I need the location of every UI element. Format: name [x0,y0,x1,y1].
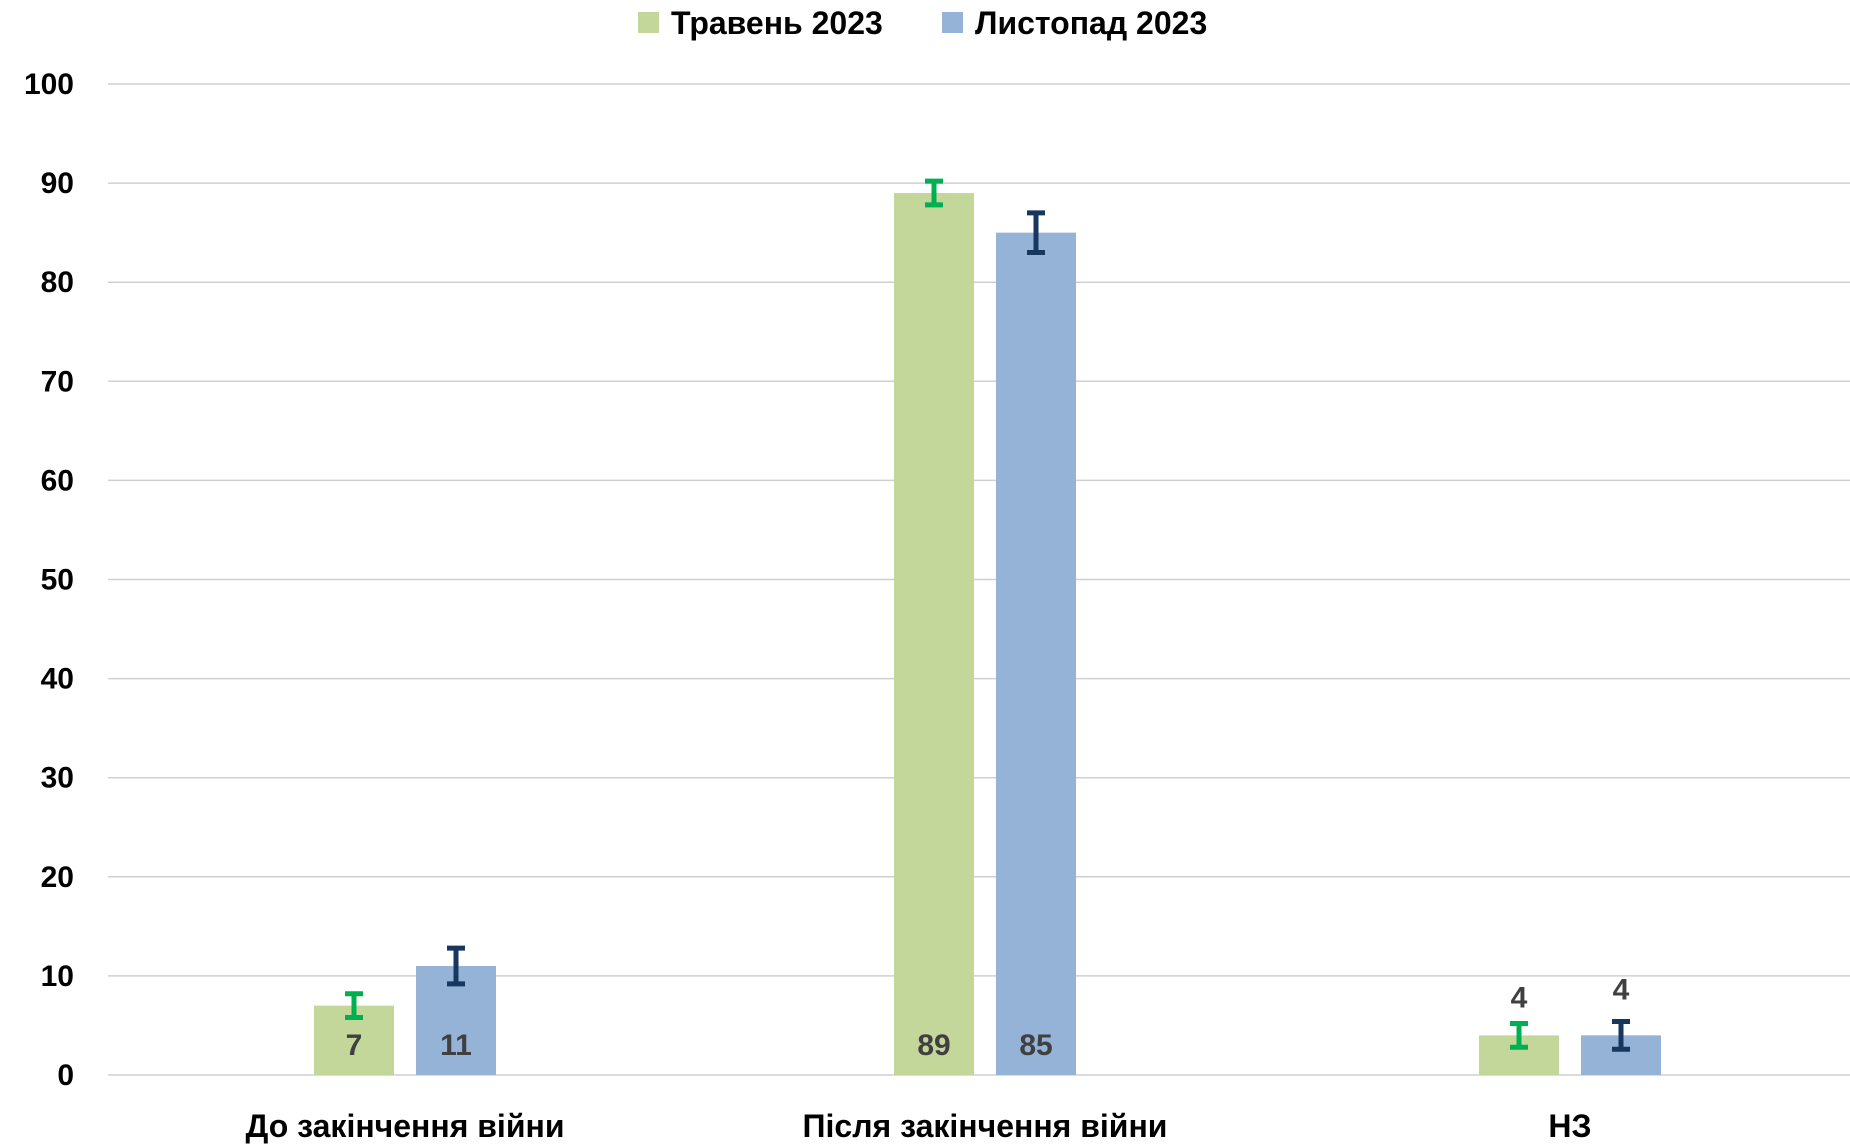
legend-label: Травень 2023 [671,5,883,41]
data-label: 89 [917,1029,950,1062]
y-tick-label: 20 [41,861,74,894]
data-label: 11 [440,1029,472,1062]
bar [894,193,974,1075]
y-tick-label: 70 [41,365,74,398]
y-tick-label: 50 [41,564,74,597]
category-label: До закінчення війни [246,1108,565,1144]
y-tick-label: 100 [24,68,74,101]
category-label: Після закінчення війни [803,1108,1168,1144]
data-label: 7 [346,1029,363,1062]
y-tick-label: 40 [41,663,74,696]
y-tick-label: 30 [41,762,74,795]
legend-swatch [942,12,963,33]
legend: Травень 2023 Листопад 2023 [638,5,1207,41]
y-tick-label: 60 [41,464,74,497]
y-tick-label: 80 [41,266,74,299]
error-bars [345,178,1630,1052]
data-label: 85 [1019,1029,1052,1062]
bars [314,193,1661,1075]
y-tick-label: 0 [57,1059,74,1092]
y-tick-label: 10 [41,960,74,993]
y-axis: 0 10 20 30 40 50 60 70 80 90 100 [24,68,74,1092]
data-label: 4 [1511,981,1528,1014]
legend-label: Листопад 2023 [975,5,1207,41]
category-label: НЗ [1548,1108,1591,1144]
data-labels: 7 89 4 11 85 4 [346,973,1630,1062]
bar [996,232,1076,1075]
x-axis: До закінчення війни Після закінчення війн… [246,1108,1592,1144]
gridlines [108,83,1850,1076]
y-tick-label: 90 [41,167,74,200]
legend-swatch [638,12,659,33]
data-label: 4 [1613,973,1630,1006]
